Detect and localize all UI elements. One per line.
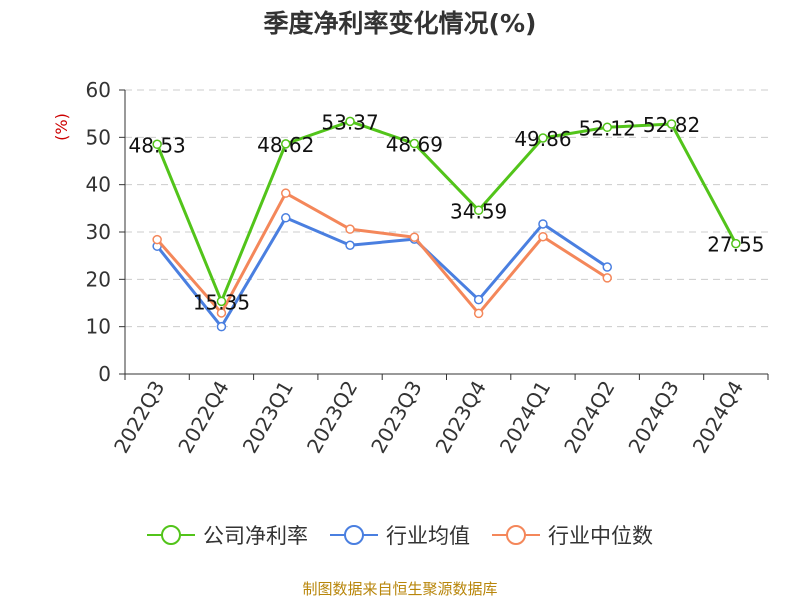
data-point [409, 232, 420, 242]
x-tick-label: 2024Q3 [623, 377, 683, 458]
legend-label: 行业中位数 [548, 524, 653, 548]
x-tick-label: 2022Q3 [109, 377, 169, 458]
legend-marker [492, 525, 540, 545]
data-label: 49.86 [514, 127, 571, 151]
y-tick-label: 10 [86, 315, 111, 339]
legend-item: 公司净利率 [147, 520, 308, 550]
legend: 公司净利率 行业均值 行业中位数 [0, 520, 800, 550]
legend-label: 公司净利率 [203, 524, 308, 548]
legend-marker [330, 525, 378, 545]
data-point [281, 139, 291, 149]
data-point [602, 273, 612, 283]
data-point [538, 133, 548, 143]
legend-label: 行业均值 [386, 524, 470, 548]
data-label: 53.37 [321, 110, 378, 134]
x-tick-label: 2024Q2 [559, 377, 619, 458]
data-point [602, 122, 612, 133]
data-point [345, 240, 355, 251]
data-point [473, 205, 484, 216]
y-tick-label: 20 [86, 267, 111, 291]
legend-item: 行业均值 [330, 520, 470, 550]
x-tick-label: 2024Q4 [688, 377, 748, 458]
data-point [538, 231, 548, 242]
x-tick-label: 2022Q4 [173, 377, 233, 458]
data-label: 15.35 [193, 290, 250, 314]
data-label: 48.53 [129, 133, 186, 157]
series-line [155, 216, 609, 329]
x-tick-label: 2023Q1 [238, 377, 298, 458]
x-tick-label: 2024Q1 [495, 377, 555, 458]
data-point [602, 262, 612, 272]
x-tick-labels: 2022Q3 2022Q4 2023Q1 2023Q2 2023Q3 2023Q4 2024… [109, 377, 748, 458]
data-point [152, 139, 162, 150]
chart-title: 季度净利率变化情况(%) [263, 9, 537, 38]
legend-marker [147, 525, 195, 545]
y-tick-label: 60 [86, 78, 111, 102]
data-point [345, 116, 355, 127]
data-point [731, 238, 741, 249]
axes [119, 89, 769, 380]
source-note: 制图数据来自恒生聚源数据库 [302, 580, 498, 598]
data-point [345, 224, 355, 234]
y-tick-label: 30 [86, 220, 111, 244]
data-point [216, 321, 227, 332]
x-tick-label: 2023Q2 [302, 377, 362, 458]
y-tick-label: 50 [86, 125, 111, 149]
data-point [216, 296, 227, 307]
data-label: 52.82 [643, 113, 700, 137]
x-tick-label: 2023Q3 [366, 377, 426, 458]
data-label: 48.69 [386, 133, 443, 157]
y-tick-label: 40 [86, 173, 111, 197]
series-lines [152, 116, 741, 332]
data-point [281, 188, 291, 198]
y-tick-labels: 0 10 20 30 40 50 60 [86, 78, 111, 386]
data-point [281, 213, 291, 223]
data-point [216, 308, 227, 318]
data-label: 52.12 [579, 116, 636, 140]
data-point [666, 119, 677, 129]
data-point [538, 219, 548, 229]
y-axis-label: (%) [52, 113, 71, 141]
series-line [155, 119, 738, 303]
data-labels: 48.53 15.35 48.62 53.37 48.69 34.59 49.86 52.12… [129, 110, 765, 314]
y-tick-label: 0 [98, 362, 111, 386]
data-point [473, 294, 484, 305]
x-tick-label: 2023Q4 [431, 377, 491, 458]
series-line [156, 191, 609, 315]
legend-item: 行业中位数 [492, 520, 653, 550]
data-point [152, 234, 162, 245]
data-label: 27.55 [707, 233, 764, 257]
data-label: 34.59 [450, 199, 507, 223]
data-label: 48.62 [257, 133, 314, 157]
data-point [409, 138, 420, 149]
data-point [473, 308, 484, 319]
